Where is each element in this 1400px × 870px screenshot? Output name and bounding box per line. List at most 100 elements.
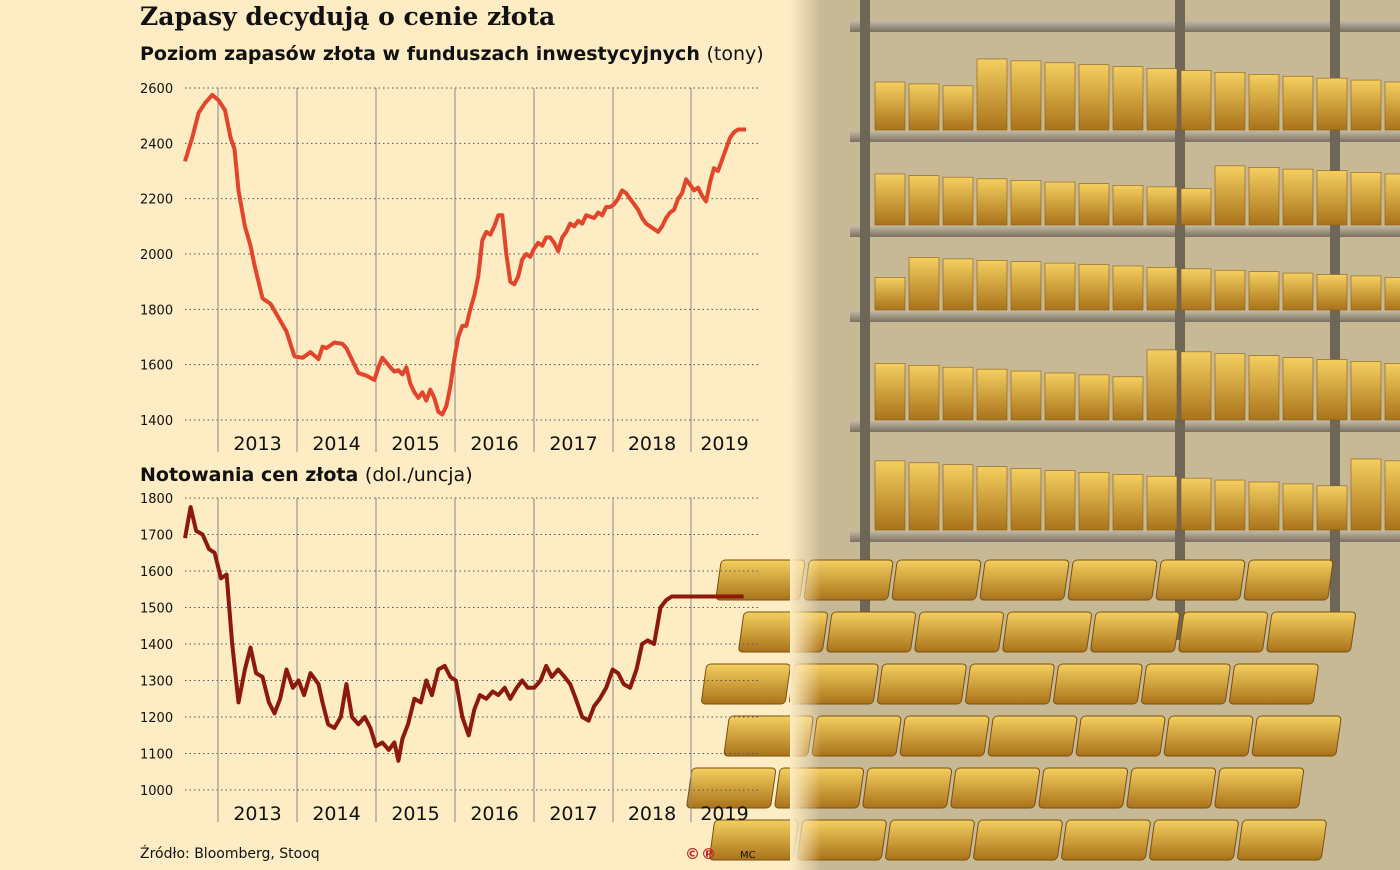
shelf-post (1175, 0, 1185, 640)
gold-bar (1282, 272, 1314, 311)
y-tick-label: 2200 (140, 193, 173, 208)
gold-bar-foreground (686, 767, 777, 809)
x-tick-label: 2017 (549, 803, 597, 825)
gold-bar (1248, 355, 1280, 421)
y-tick-label: 1300 (140, 675, 173, 690)
x-tick-label: 2019 (700, 803, 748, 825)
page-title: Zapasy decydują o cenie złota (140, 2, 556, 31)
gold-bar (1248, 167, 1280, 226)
gold-bar (1282, 357, 1314, 421)
y-tick-label: 1500 (140, 602, 173, 617)
y-tick-label: 1600 (140, 565, 173, 580)
y-tick-label: 2600 (140, 82, 173, 97)
gold-bar (1112, 66, 1144, 131)
x-tick-label: 2016 (470, 803, 518, 825)
gold-bar (1214, 353, 1246, 421)
x-tick-label: 2018 (628, 803, 676, 825)
x-tick-label: 2014 (312, 803, 360, 825)
gold-bar-foreground (1067, 559, 1158, 601)
gold-bar (1180, 477, 1212, 531)
gold-bars-vault-photo (686, 0, 1400, 870)
x-tick-label: 2019 (700, 433, 748, 455)
x-tick-label: 2014 (312, 433, 360, 455)
chart-etf-holdings: 1400 1600 1800 2000 2200 2400 2600 2013 2014 2015… (140, 82, 758, 455)
gold-bar (1112, 185, 1144, 226)
gold-bar (1214, 165, 1246, 226)
gold-bar-foreground (1243, 559, 1334, 601)
gold-bar (1350, 172, 1382, 226)
x-tick-label: 2016 (470, 433, 518, 455)
gold-bar (1316, 485, 1348, 531)
chart2-title-text: Notowania cen złota (140, 464, 359, 486)
gold-bar (1214, 479, 1246, 531)
gold-bar-foreground (1251, 715, 1342, 757)
x-tick-label: 2015 (391, 433, 439, 455)
x-tick-label: 2013 (233, 433, 281, 455)
y-tick-label: 2400 (140, 137, 173, 152)
gold-bar-foreground (1090, 611, 1180, 653)
gold-bar (1384, 277, 1400, 311)
gold-bar (1350, 275, 1382, 311)
gold-bar (1180, 351, 1212, 421)
gold-bar (1112, 474, 1144, 531)
gold-bar (1248, 271, 1280, 311)
gold-bar (1078, 64, 1110, 131)
gold-bar (1316, 359, 1348, 421)
gold-bar (1350, 361, 1382, 421)
gold-bar (1146, 349, 1178, 421)
gold-bar (1282, 483, 1314, 531)
gold-bar (1316, 274, 1348, 311)
chart-gold-price: 1000 1100 1200 1300 1400 1500 1600 1700 1800 2013… (140, 492, 758, 825)
shelf-post (1330, 0, 1340, 640)
y-tick-label: 1800 (140, 303, 173, 318)
gold-bar (1214, 72, 1246, 131)
gold-bar-foreground (1237, 819, 1327, 861)
chart1-unit: (tony) (706, 43, 764, 65)
y-tick-label: 2000 (140, 248, 173, 263)
gold-bar-foreground (1266, 611, 1356, 653)
gold-bar (1282, 168, 1314, 226)
gold-bar (1180, 268, 1212, 311)
gold-bar-foreground (1075, 715, 1166, 757)
x-tick-label: 2018 (628, 433, 676, 455)
gold-bar-foreground (1214, 767, 1305, 809)
gold-bar-foreground (1178, 611, 1268, 653)
gold-bar-foreground (1061, 819, 1151, 861)
gold-bar (1078, 472, 1110, 531)
gold-bar (1146, 267, 1178, 311)
gold-bar (1248, 481, 1280, 531)
y-tick-label: 1600 (140, 359, 173, 374)
gold-bar-foreground (1229, 663, 1319, 705)
x-tick-label: 2015 (391, 803, 439, 825)
y-tick-label: 1000 (140, 784, 173, 799)
gold-bar (1146, 68, 1178, 131)
gold-bar-foreground (1053, 663, 1143, 705)
source-note: Źródło: Bloomberg, Stooq (140, 846, 320, 862)
copyright-logo: ©℗ (685, 845, 717, 863)
y-tick-label: 1200 (140, 711, 173, 726)
chart2-unit: (dol./uncja) (364, 464, 473, 486)
gold-bar (1350, 458, 1382, 531)
x-tick-label: 2013 (233, 803, 281, 825)
gold-bar (1078, 374, 1110, 421)
gold-bar (1316, 170, 1348, 226)
gold-bar-foreground (1038, 767, 1129, 809)
gold-bar (1146, 186, 1178, 226)
author-initials: MC (740, 850, 756, 861)
gold-bar (1112, 265, 1144, 311)
series-line-etf (183, 92, 746, 417)
gold-bar (1146, 475, 1178, 531)
gold-bar (1078, 264, 1110, 311)
gold-bar (1316, 77, 1348, 131)
x-tick-label: 2017 (549, 433, 597, 455)
gold-bar (1214, 269, 1246, 311)
gold-bar-foreground (1126, 767, 1217, 809)
gold-bar (1282, 75, 1314, 131)
y-tick-label: 1100 (140, 748, 173, 763)
gold-bar (1384, 173, 1400, 226)
chart1-title: Poziom zapasów złota w funduszach inwest… (140, 43, 764, 65)
gold-bar (1384, 81, 1400, 131)
gold-bar-foreground (1163, 715, 1254, 757)
